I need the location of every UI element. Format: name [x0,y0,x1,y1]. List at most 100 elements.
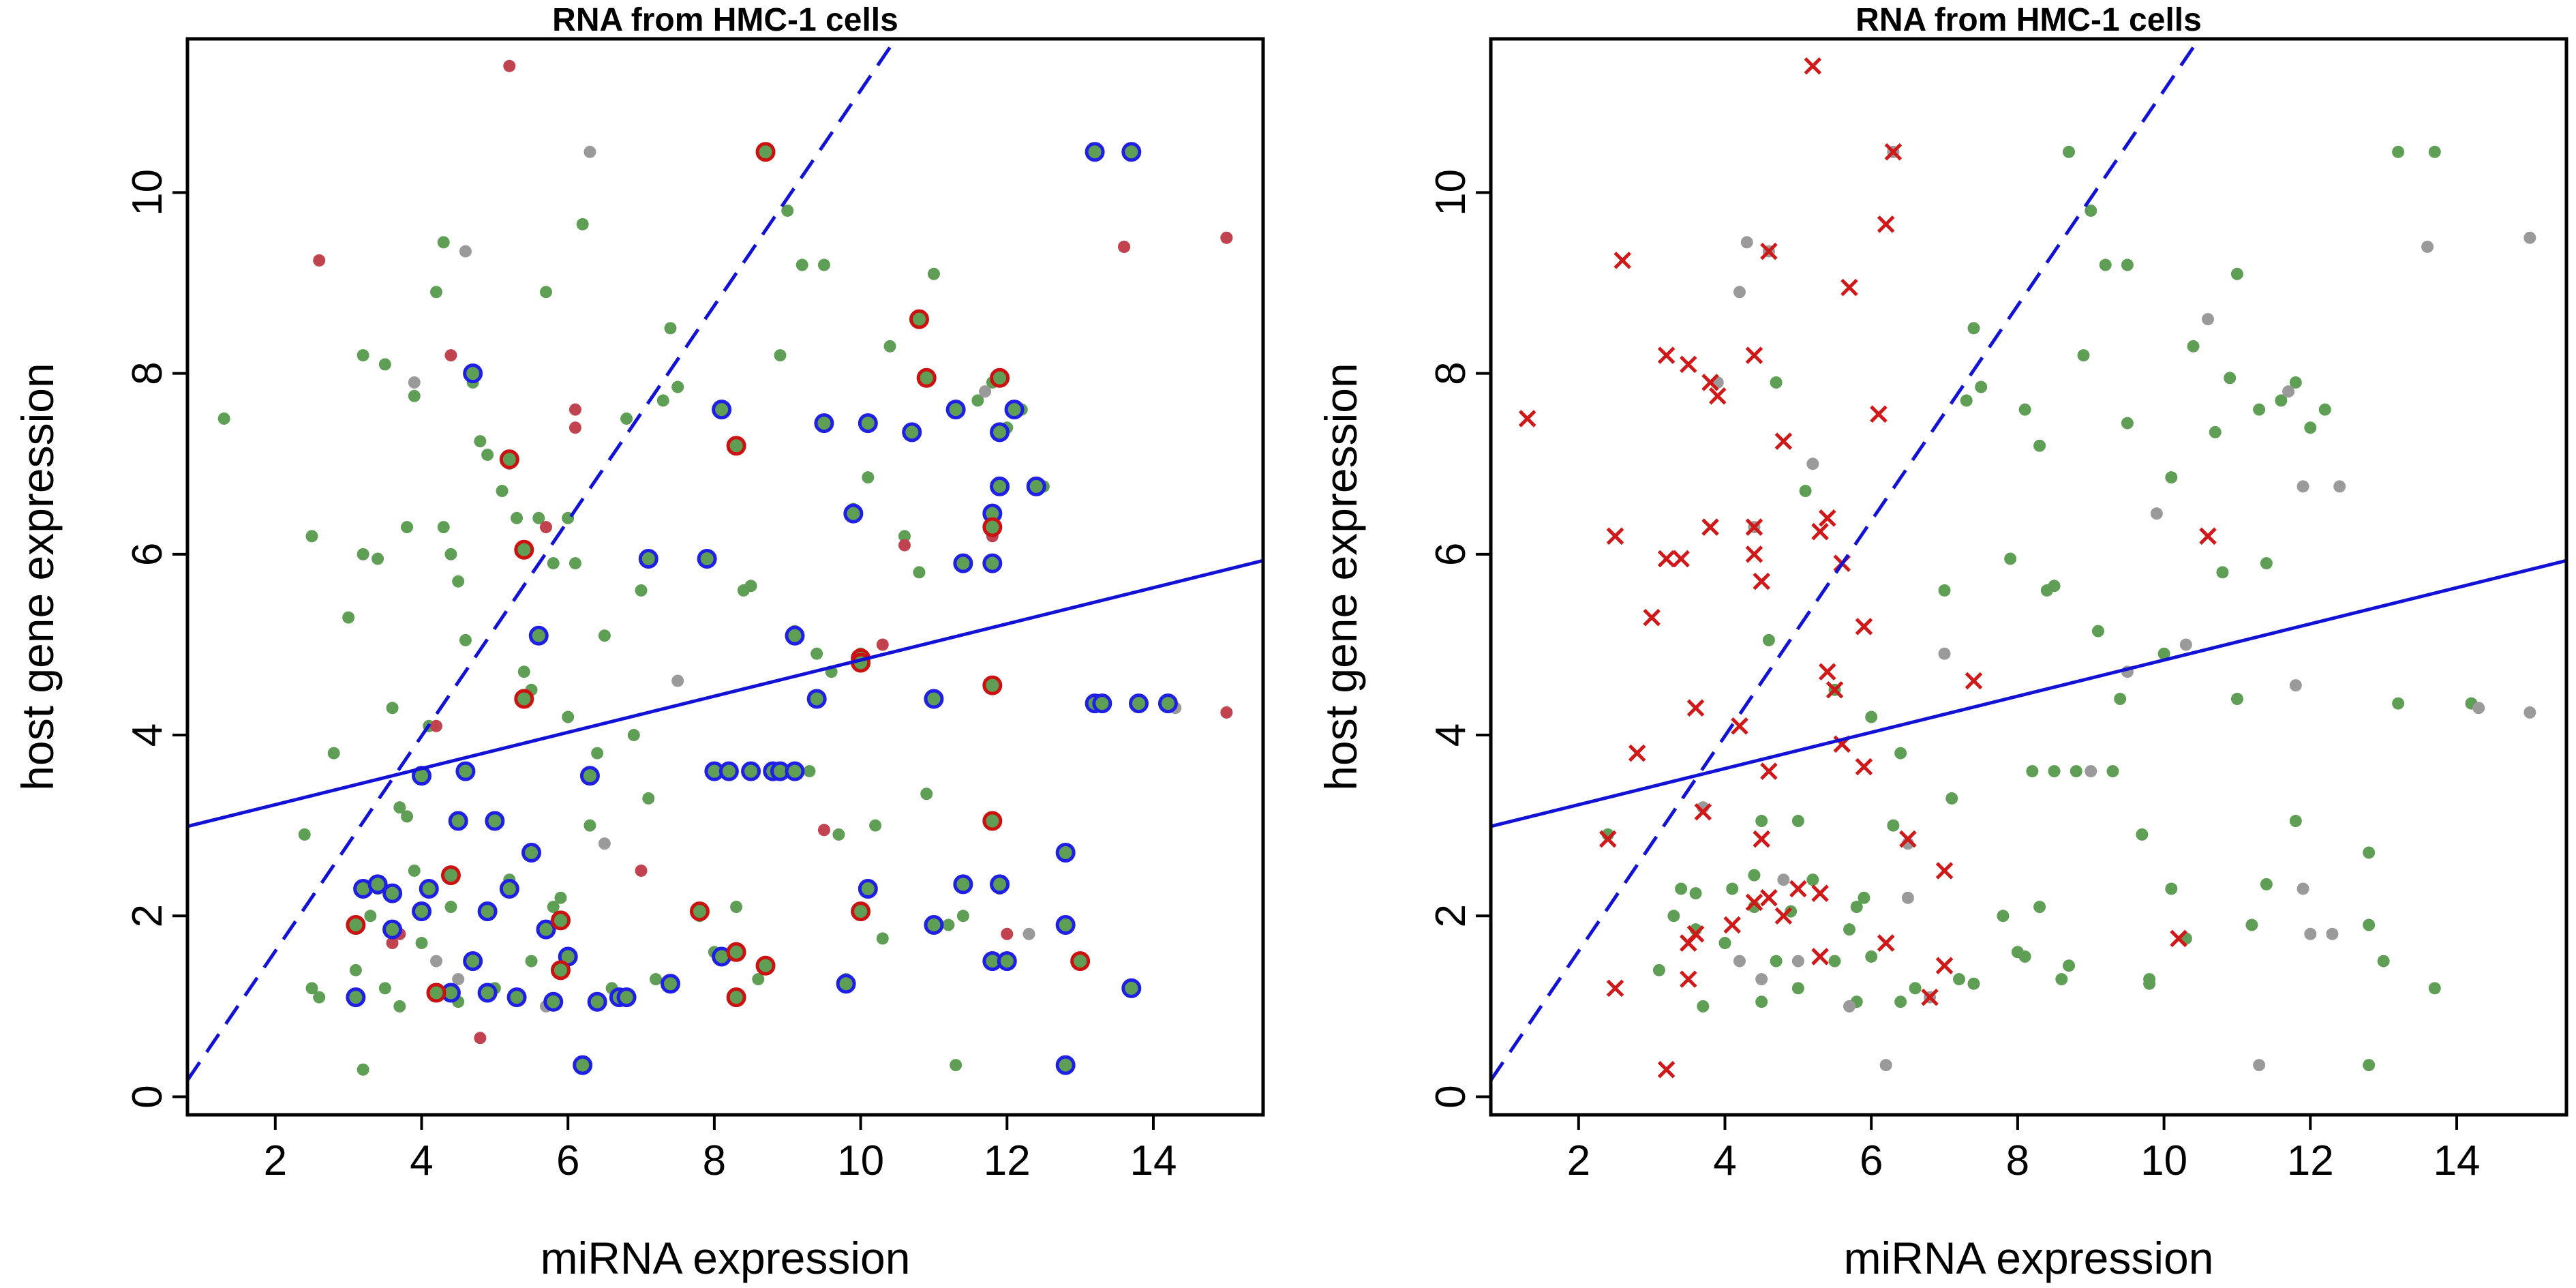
highlighted-point [697,548,717,569]
data-point [1975,380,1988,393]
data-point [2363,846,2376,859]
data-point [795,258,808,271]
y-tick-label: 0 [1427,1085,1474,1108]
data-point [2070,765,2082,778]
highlighted-point [689,901,710,922]
data-point [2253,403,2266,416]
cross-marker [1657,346,1676,364]
cross-marker [1760,762,1778,780]
highlighted-point [785,761,805,781]
data-point [569,421,581,434]
highlighted-point [726,436,746,456]
data-point [2202,313,2214,326]
data-point [898,530,911,543]
data-point [2524,231,2536,244]
data-point [1777,873,1790,886]
data-point [2048,765,2061,778]
data-point [1022,927,1035,940]
data-point [1865,950,1878,963]
x-tick-label: 6 [1860,1137,1883,1184]
data-point [429,719,442,732]
data-point [408,389,421,402]
data-point [832,828,845,841]
data-point [1755,995,1768,1008]
data-point [1220,231,1233,244]
data-point [2033,439,2046,452]
data-point [920,788,933,800]
cross-marker [1680,355,1697,374]
cross-marker [1680,934,1697,952]
cross-marker [1657,1060,1676,1079]
data-point [2018,403,2031,416]
data-point [2165,471,2178,484]
cross-marker [1870,405,1888,423]
data-point [664,322,677,335]
cross-marker [1613,252,1631,269]
data-point [2216,566,2229,579]
data-point [2026,765,2039,778]
data-point [1733,955,1746,968]
data-point [327,747,340,760]
y-tick-label: 10 [124,169,171,216]
cross-marker [1701,374,1719,391]
data-point [869,819,882,832]
data-point [2106,765,2119,778]
cross-marker [1760,242,1778,260]
data-point [650,973,663,986]
highlighted-point [514,689,534,709]
data-point [2428,145,2441,158]
data-point [1667,910,1680,923]
data-point [503,59,516,72]
data-point [584,819,596,832]
data-point [942,918,955,931]
data-point [2121,258,2134,271]
data-point [1689,887,1702,900]
data-point [357,349,369,362]
highlighted-point [858,878,878,899]
data-point [357,1063,369,1076]
highlighted-point [463,363,483,384]
highlighted-point [982,553,1003,573]
data-point [2179,638,2192,651]
highlighted-point [419,878,439,899]
highlighted-point [426,983,446,1003]
cross-marker [1745,893,1763,912]
data-point [1894,995,1907,1008]
highlighted-point [806,689,827,709]
highlighted-point [499,449,519,470]
data-point [2245,918,2258,931]
highlighted-point [506,987,527,1008]
x-tick-label: 14 [2433,1137,2480,1184]
data-point [378,358,391,371]
data-point [1858,891,1870,904]
data-point [591,747,604,760]
x-tick-label: 10 [837,1137,884,1184]
highlighted-point [346,987,366,1008]
cross-marker [1606,979,1624,998]
data-point [459,245,472,258]
y-tick-label: 10 [1427,169,1474,216]
highlighted-point [477,983,498,1003]
x-axis-label: miRNA expression [1844,1233,2214,1283]
data-point [2230,693,2243,706]
highlighted-point [953,874,973,895]
cross-marker [1680,970,1697,988]
data-point [2048,580,2061,593]
cross-marker [1877,934,1895,952]
data-point [415,937,428,950]
chart-title: RNA from HMC-1 cells [552,2,898,38]
data-point [349,963,362,976]
data-point [386,702,399,715]
cross-marker [1811,522,1829,541]
data-point [1220,706,1233,719]
plot-area [1491,39,2566,1081]
data-point [598,629,611,642]
highlighted-point [924,689,944,709]
data-point [2333,480,2346,493]
highlighted-point [1026,476,1046,496]
data-point [656,394,669,407]
cross-marker [1811,948,1829,965]
cross-marker [1884,143,1903,161]
data-point [525,955,538,968]
highlighted-point [1121,142,1142,162]
